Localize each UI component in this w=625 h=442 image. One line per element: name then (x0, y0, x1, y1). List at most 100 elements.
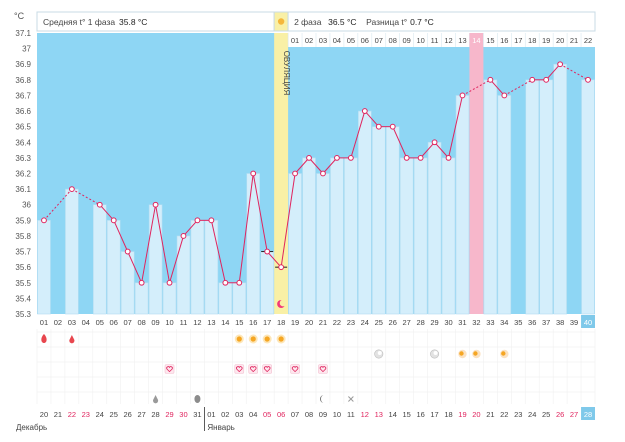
temp-point-day-14 (222, 279, 229, 286)
temp-line-segment (364, 110, 380, 127)
sun-cloud-icon (459, 351, 464, 356)
y-tick-label: 36.5 (15, 123, 31, 132)
day-index-06: 06 (110, 318, 118, 327)
date-17: 05 (263, 410, 271, 419)
temp-point-day-19 (292, 170, 298, 177)
phase2-day-11: 11 (431, 36, 439, 45)
temp-point-day-10 (166, 279, 173, 286)
phase2-day-18: 18 (528, 36, 536, 45)
date-16: 04 (249, 410, 257, 419)
date-8: 27 (137, 410, 145, 419)
temp-point-day-17 (264, 248, 271, 255)
phase2-day-02: 02 (305, 36, 313, 45)
phase2-day-20: 20 (556, 36, 564, 45)
temp-line-segment (280, 173, 296, 268)
date-14: 02 (221, 410, 229, 419)
cross-icon-b (348, 396, 354, 402)
y-tick-label: 35.7 (15, 248, 31, 257)
day-index-31: 31 (458, 318, 466, 327)
temp-bar-day-24 (358, 110, 372, 315)
temp-bar-day-36 (525, 79, 539, 315)
day-index-14: 14 (221, 318, 229, 327)
date-13: 01 (207, 410, 215, 419)
date-29: 17 (430, 410, 438, 419)
temp-bar-day-22 (330, 157, 344, 315)
temp-bar-day-31 (455, 95, 470, 315)
temp-point-day-38 (557, 61, 564, 68)
y-unit-label: °C (14, 11, 25, 21)
temp-line-segment (99, 204, 115, 221)
date-12: 31 (193, 410, 201, 419)
y-tick-label: 36.4 (15, 138, 31, 147)
date-39: 27 (570, 410, 578, 419)
day-index-36: 36 (528, 318, 536, 327)
temp-point-day-1 (41, 217, 47, 224)
date-6: 25 (110, 410, 118, 419)
temp-line-segment (155, 204, 171, 283)
month-label-january: Январь (207, 423, 234, 432)
temp-line-segment (490, 79, 505, 96)
temp-bar-day-28 (413, 157, 428, 315)
heart-icon (291, 366, 299, 373)
phase2-day-05: 05 (347, 36, 355, 45)
temp-bar-day-09 (148, 204, 163, 315)
temp-point-day-36 (529, 76, 536, 83)
last-day-cell (581, 315, 595, 328)
day-index-07: 07 (124, 318, 132, 327)
phase2-day-16: 16 (500, 36, 508, 45)
day-index-01: 01 (40, 318, 48, 327)
temp-point-day-7 (124, 248, 131, 255)
temp-bar-day-21 (316, 173, 330, 315)
day-index-37: 37 (542, 318, 550, 327)
date-33: 21 (486, 410, 494, 419)
phase2-day-07: 07 (375, 36, 383, 45)
heart-icon (236, 366, 243, 373)
day-index-23: 23 (347, 318, 355, 327)
temp-bar-day-33 (483, 79, 498, 315)
temp-point-day-37 (543, 76, 550, 83)
date-32: 20 (472, 410, 480, 419)
y-tick-label: 35.4 (15, 294, 31, 303)
temp-bar-day-17 (260, 251, 274, 315)
sun-icon (277, 18, 285, 25)
day-index-12: 12 (193, 318, 201, 327)
date-23: 11 (347, 410, 355, 419)
phase2-day-14: 14 (472, 36, 480, 45)
day-index-26: 26 (389, 318, 397, 327)
phase2-day-01: 01 (291, 36, 299, 45)
date-2: 21 (54, 410, 62, 419)
temp-line-segment (71, 188, 101, 206)
diff-label: Разница t° (366, 17, 407, 27)
date-26: 14 (389, 410, 397, 419)
day-index-05: 05 (96, 318, 104, 327)
day-index-25: 25 (375, 318, 383, 327)
temp-line-segment (308, 157, 324, 174)
y-tick-label: 37.1 (15, 29, 31, 38)
drop-icon (69, 335, 75, 344)
date-4: 23 (82, 410, 90, 419)
temp-bar-day-15 (232, 282, 247, 315)
temp-line-segment (504, 79, 533, 96)
temp-bar-day-08 (134, 282, 149, 315)
temp-line-segment (238, 173, 254, 283)
date-27: 15 (403, 410, 411, 419)
temp-line-segment (350, 110, 366, 159)
day-index-17: 17 (263, 318, 271, 327)
temp-point-day-21 (320, 170, 326, 177)
diff-value: 0.7 °C (410, 17, 434, 27)
temp-bar-day-13 (204, 220, 219, 315)
y-tick-label: 36.3 (15, 154, 31, 163)
temp-line-segment (559, 63, 589, 81)
day-index-09: 09 (151, 318, 159, 327)
moon-icon-cutout (279, 299, 287, 307)
date-20: 08 (305, 410, 313, 419)
phase2-day-22: 22 (584, 36, 592, 45)
cloud-icon-highlight (433, 351, 438, 355)
last-date-cell (581, 407, 595, 420)
temp-point-day-11 (180, 233, 187, 239)
chart-plot-area (37, 33, 595, 314)
phase2-day-09: 09 (403, 36, 411, 45)
date-31: 19 (458, 410, 466, 419)
temp-bar-day-23 (344, 157, 358, 315)
heart-icon (263, 366, 271, 373)
